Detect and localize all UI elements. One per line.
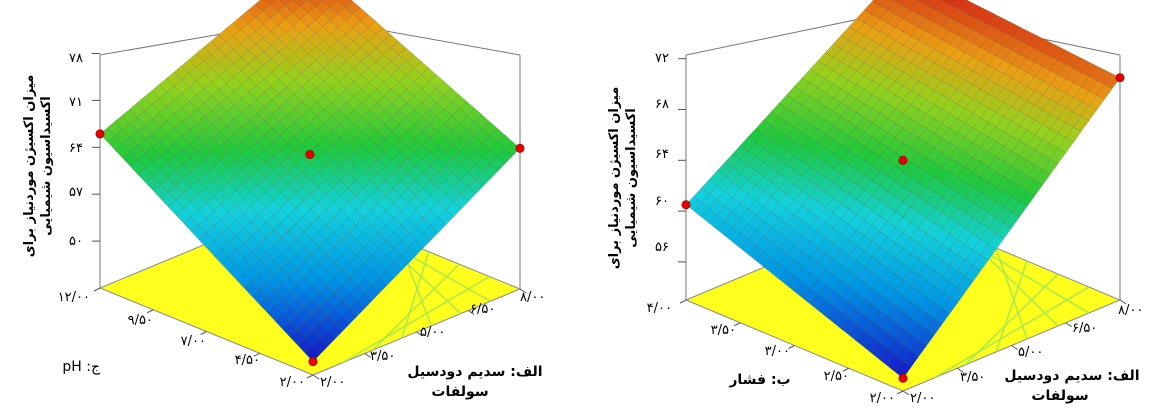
plot-1-ztick-3: ۶۴ bbox=[69, 141, 83, 156]
plot-1-ztick-5: ۷۸ bbox=[69, 51, 83, 66]
plot-2-ztick-5: ۷۲ bbox=[655, 51, 669, 66]
plot-1-xtick-3: ۵/۰۰ bbox=[420, 325, 445, 340]
y-tick-mark-1 bbox=[307, 375, 313, 378]
plot-2-xtick-4: ۶/۵۰ bbox=[1072, 321, 1097, 336]
plot-1-xlabel-line1: الف: سدیم دودسیل bbox=[407, 364, 542, 380]
plot-1-ytick-3: ۷/۰۰ bbox=[181, 334, 206, 349]
plot-2-ztick-1: ۵۶ bbox=[655, 240, 669, 255]
plot-2-xtick-5: ۸/۰۰ bbox=[1118, 303, 1143, 318]
design-point bbox=[1116, 74, 1124, 82]
surface-plot-1 bbox=[92, 0, 526, 379]
plot-1-ytick-1: ۲/۰۰ bbox=[280, 375, 305, 390]
x-tick-mark-1 bbox=[313, 375, 319, 379]
y-tick-mark-1 bbox=[897, 391, 903, 394]
plot-2-ytick-5: ۴/۰۰ bbox=[647, 301, 672, 316]
plot-2-ytick-1: ۲/۰۰ bbox=[870, 391, 895, 406]
plot-1-xtick-5: ۸/۰۰ bbox=[520, 290, 545, 305]
plot-1-ylabel: ج: pH bbox=[62, 359, 101, 375]
plot-2-xlabel-line1: الف: سدیم دودسیل bbox=[1004, 368, 1139, 384]
plot-2-ytick-4: ۳/۵۰ bbox=[711, 323, 736, 338]
plot-1-xtick-1: ۲/۰۰ bbox=[320, 375, 345, 390]
plot-2-ztick-2: ۶۰ bbox=[655, 194, 669, 209]
plot-2-ytick-3: ۳/۰۰ bbox=[765, 344, 790, 359]
plot-1-zlabel-line2: اکسیداسیون شیمیایی bbox=[39, 96, 54, 235]
plot-1-ytick-5: ۱۲/۰۰ bbox=[58, 290, 90, 305]
plot-1-ytick-4: ۹/۵۰ bbox=[128, 313, 153, 328]
design-point bbox=[96, 130, 104, 138]
plot-1-xtick-4: ۶/۵۰ bbox=[470, 302, 495, 317]
plot-2-ztick-3: ۶۴ bbox=[655, 147, 669, 162]
plot-2-ytick-2: ۲/۵۰ bbox=[824, 369, 849, 384]
plot-2-ylabel: ب: فشار bbox=[728, 372, 790, 388]
plot-2-xtick-2: ۳/۵۰ bbox=[960, 370, 985, 385]
y-tick-mark-5 bbox=[94, 288, 100, 291]
plot-1-xlabel-line2: سولفات bbox=[431, 384, 488, 400]
plot-2-xlabel-line2: سولفات bbox=[1031, 388, 1088, 404]
design-point bbox=[682, 201, 690, 209]
plot-2-xtick-1: ۲/۰۰ bbox=[910, 391, 935, 406]
plot-1-ztick-1: ۵۰ bbox=[69, 234, 83, 249]
plot-1-ytick-2: ۴/۵۰ bbox=[235, 353, 260, 368]
plot-1-ztick-4: ۷۱ bbox=[69, 95, 83, 110]
surface-plot-2 bbox=[678, 0, 1126, 395]
plot-1-xtick-2: ۳/۵۰ bbox=[370, 349, 395, 364]
plot-2-ztick-4: ۶۸ bbox=[655, 97, 669, 112]
plot-1-ztick-2: ۵۷ bbox=[69, 185, 83, 200]
plot-2-xtick-3: ۵/۰۰ bbox=[1018, 345, 1043, 360]
design-point bbox=[516, 144, 524, 152]
x-tick-mark-4 bbox=[1066, 323, 1072, 327]
design-point bbox=[306, 150, 314, 158]
plot-1-zlabel-line1: میزان اکسیژن موردنیاز برای bbox=[22, 75, 37, 258]
plot-2-zlabel-line1: میزان اکسیژن موردنیاز برای bbox=[607, 87, 622, 270]
x-tick-mark-1 bbox=[903, 391, 909, 395]
design-point bbox=[899, 374, 907, 382]
design-point bbox=[899, 156, 907, 164]
design-point bbox=[309, 357, 317, 365]
x-tick-mark-3 bbox=[1012, 346, 1018, 350]
plot-2-zlabel-line2: اکسیداسیون شیمیایی bbox=[624, 108, 639, 247]
y-tick-mark-5 bbox=[680, 300, 686, 303]
